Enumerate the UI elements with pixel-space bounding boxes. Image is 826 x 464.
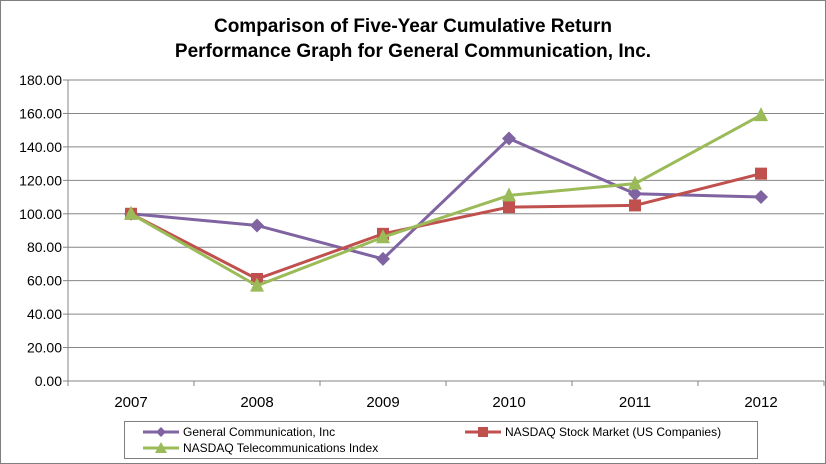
y-tick-label: 160.00 [19, 105, 62, 121]
legend-label-general-communication: General Communication, Inc [183, 425, 336, 439]
y-tick-label: 80.00 [27, 239, 62, 255]
data-point-square [755, 167, 767, 180]
data-point-square [629, 199, 641, 212]
chart-title-line-1: Comparison of Five-Year Cumulative Retur… [213, 16, 613, 37]
y-tick-label: 120.00 [19, 172, 62, 188]
series-line [130, 172, 762, 281]
y-tick-label: 20.00 [27, 340, 62, 356]
legend-triangle-marker-icon [143, 442, 179, 453]
data-point-diamond [376, 251, 390, 266]
x-tick-label: 2011 [619, 394, 651, 411]
legend-diamond-marker-icon [143, 427, 179, 437]
y-tick-label: 180.00 [19, 72, 62, 88]
legend-label-nasdaq-telecommunications: NASDAQ Telecommunications Index [183, 441, 379, 455]
data-point-triangle [628, 175, 642, 190]
chart-title: Comparison of Five-Year Cumulative Retur… [0, 14, 826, 64]
data-point-triangle [376, 229, 390, 244]
series-line [130, 137, 762, 261]
legend-square-marker-icon [465, 427, 501, 437]
x-tick-label: 2010 [492, 394, 525, 411]
line-chart: 0.00 20.00 40.00 60.00 80.00 100.00 120.00 140.… [19, 72, 825, 411]
data-point-square [503, 201, 515, 214]
data-point-triangle [754, 107, 768, 122]
x-tick-label: 2009 [366, 394, 399, 411]
y-tick-label: 140.00 [19, 139, 62, 155]
data-point-diamond [628, 186, 642, 201]
data-point-triangle [124, 205, 138, 220]
data-point-diamond [250, 218, 264, 233]
x-tick-label: 2012 [744, 394, 777, 411]
legend-item-general-communication: General Communication, Inc [143, 425, 335, 439]
legend-item-nasdaq-telecommunications: NASDAQ Telecommunications Index [143, 441, 378, 455]
x-tick-label: 2007 [114, 394, 147, 411]
y-tick-label: 40.00 [27, 306, 62, 322]
x-tick-label: 2008 [240, 394, 273, 411]
data-point-diamond [754, 190, 768, 205]
legend-item-nasdaq-stock-market: NASDAQ Stock Market (US Companies) [465, 425, 721, 439]
data-point-diamond [502, 131, 516, 146]
data-point-triangle [250, 277, 264, 292]
series-line [130, 113, 762, 288]
chart-legend: General Communication, Inc NASDAQ Stock … [124, 421, 758, 459]
y-tick-label: 60.00 [27, 273, 62, 289]
y-tick-label: 0.00 [35, 373, 62, 389]
data-point-triangle [502, 187, 516, 202]
legend-label-nasdaq-stock-market: NASDAQ Stock Market (US Companies) [505, 425, 722, 439]
chart-title-line-2: Performance Graph for General Communicat… [174, 41, 652, 62]
y-tick-label: 100.00 [19, 206, 62, 222]
